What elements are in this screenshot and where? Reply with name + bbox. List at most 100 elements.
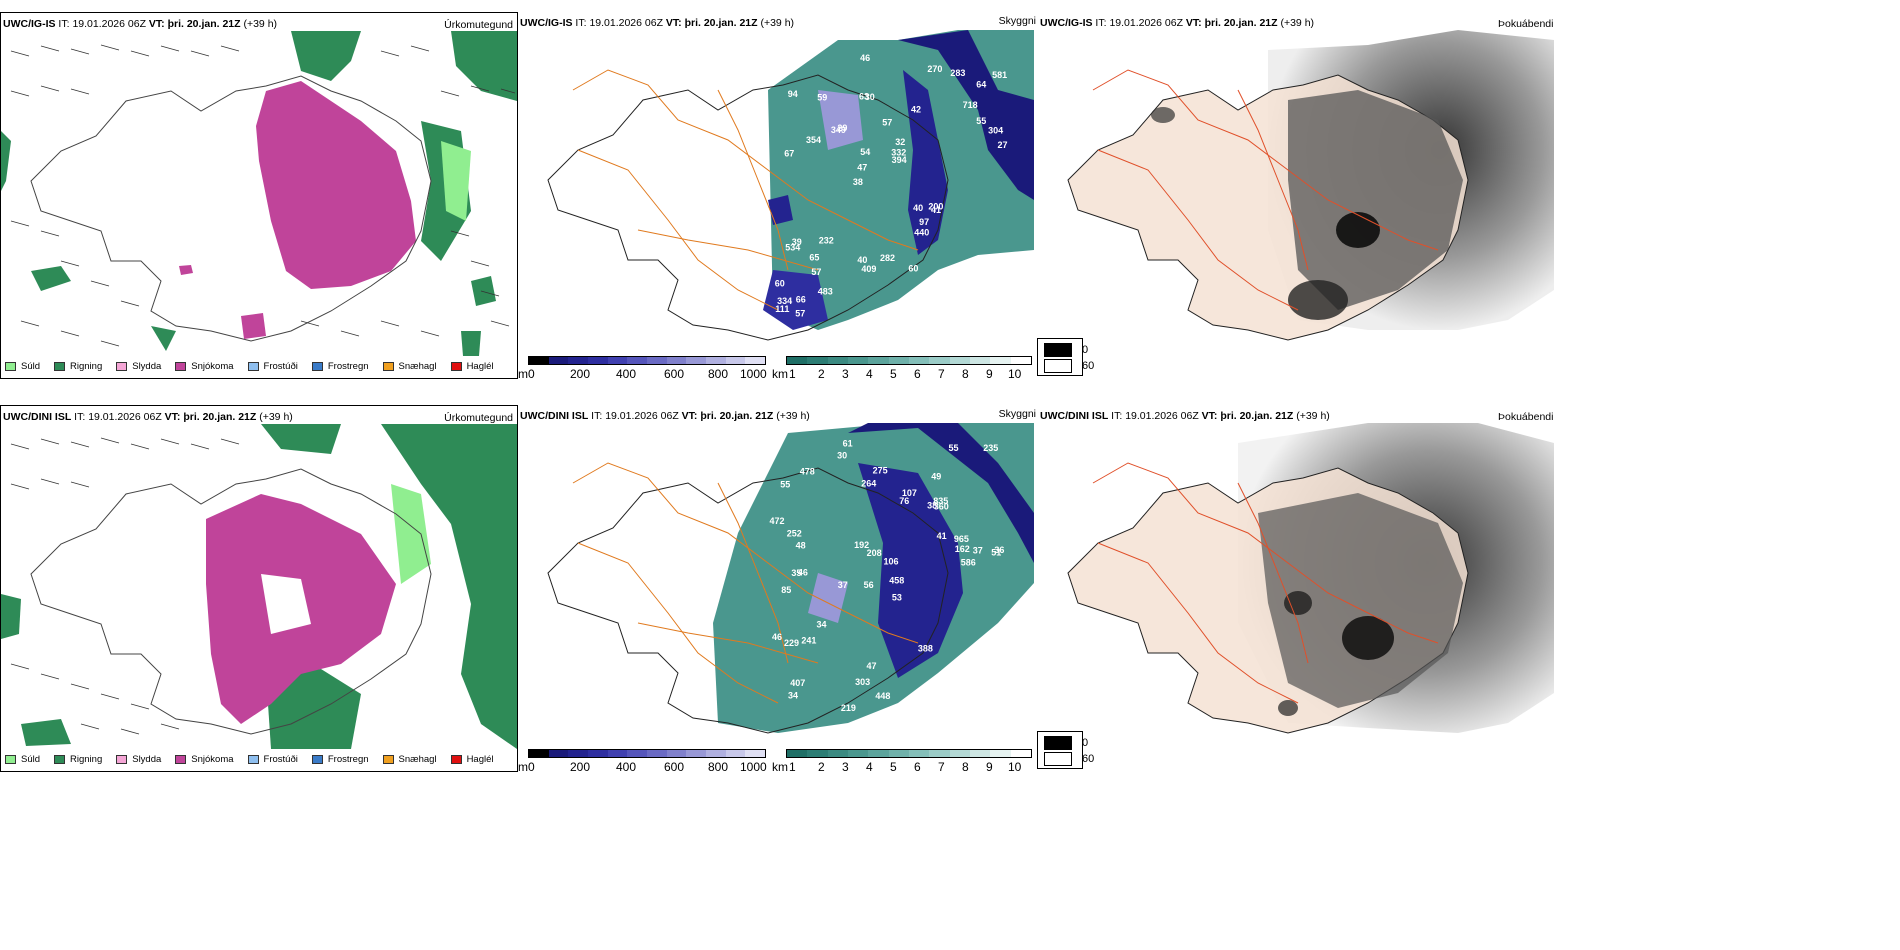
fog-panel-row1: UWC/IG-IS IT: 19.01.2026 06Z VT: þri. 20… <box>1038 12 1900 392</box>
cloud-height-label: 54 <box>860 147 870 157</box>
cloud-height-label: 40 <box>913 203 923 213</box>
cloud-height-label: 581 <box>992 70 1007 80</box>
visibility-tick: 8 <box>962 367 969 381</box>
cloud-height-label: 282 <box>880 253 895 263</box>
visibility-unit: km <box>772 760 788 774</box>
cloud-height-label: 275 <box>873 466 888 476</box>
panel-header: UWC/DINI ISL IT: 19.01.2026 06Z VT: þri.… <box>3 411 293 423</box>
cloud-height-label: 94 <box>788 89 798 99</box>
cloud-height-label: 35 <box>791 568 801 578</box>
cloud-height-label: 67 <box>784 148 794 158</box>
visibility-tick: 7 <box>938 760 945 774</box>
cloud-height-label: 85 <box>781 585 791 595</box>
cloud-height-label: 718 <box>963 100 978 110</box>
cloud-height-label: 60 <box>775 279 785 289</box>
wind-barbs <box>10 44 516 347</box>
cloud-height-label: 48 <box>796 540 806 550</box>
cloud-height-label: 65 <box>809 253 819 263</box>
precip-map <box>1 31 517 356</box>
cloud-height-label: 107 <box>902 488 917 498</box>
cloud-height-label: 92 <box>901 702 911 712</box>
panel-header: UWC/IG-IS IT: 19.01.2026 06Z VT: þri. 20… <box>3 18 278 30</box>
visibility-tick: 5 <box>890 760 897 774</box>
cloud-height-label: 53 <box>892 592 902 602</box>
visibility-tick: 4 <box>866 760 873 774</box>
ceiling-tick: 200 <box>570 367 591 381</box>
legend-item-frostudi: Frostúði <box>247 754 298 765</box>
visibility-colorbar: km 1 2 3 4 5 6 7 8 9 10 <box>772 749 1034 779</box>
cloud-map: 115 67 64 38 42 66 63 57 39 29 60 57 30 32 41 94 46 27 40 5… <box>547 30 1034 341</box>
cloud-height-label: 30 <box>865 92 875 102</box>
cloud-height-label: 29 <box>837 123 847 133</box>
cloud-title: Skyggni <box>998 15 1036 27</box>
ceiling-tick: 600 <box>664 760 685 774</box>
cloud-height-label: 56 <box>864 580 874 590</box>
cloud-height-label: 57 <box>882 118 892 128</box>
visibility-tick: 7 <box>938 367 945 381</box>
legend-item-rigning: Rigning <box>54 754 102 765</box>
cloud-height-label: 55 <box>780 479 790 489</box>
panel-header: UWC/DINI ISL IT: 19.01.2026 06Z VT: þri.… <box>1040 410 1330 422</box>
cloud-height-label: 36 <box>994 545 1004 555</box>
cloud-height-label: 835 <box>933 496 948 506</box>
cloud-height-label: 304 <box>988 126 1003 136</box>
ceiling-tick: 200 <box>570 760 591 774</box>
cloud-height-label: 183 <box>917 695 932 705</box>
cloud-height-label: 34 <box>788 690 798 700</box>
ceiling-tick: 1000 <box>740 760 767 774</box>
ceiling-colorbar-bar <box>528 356 766 365</box>
cloud-height-label: 106 <box>884 557 899 567</box>
cloud-height-label: 270 <box>927 64 942 74</box>
panel-header: UWC/DINI ISL IT: 19.01.2026 06Z VT: þri.… <box>520 410 810 422</box>
visibility-colorbar-bar <box>786 749 1032 758</box>
fog-map <box>1067 30 1554 341</box>
cloud-height-label: 57 <box>811 267 821 277</box>
cloud-height-label: 59 <box>817 92 827 102</box>
cloud-height-label: 472 <box>770 516 785 526</box>
visibility-tick: 1 <box>789 367 796 381</box>
ceiling-colorbar-bar <box>528 749 766 758</box>
cloud-height-label: 49 <box>931 472 941 482</box>
legend-item-frostregn: Frostregn <box>311 754 369 765</box>
cloud-height-label: 965 <box>954 534 969 544</box>
cloud-height-label: 534 <box>785 243 800 253</box>
cloud-height-label: 200 <box>928 201 943 211</box>
cloud-height-label: 440 <box>914 228 929 238</box>
cloud-height-label: 303 <box>855 677 870 687</box>
cloud-height-label: 57 <box>795 309 805 319</box>
cloud-height-label: 60 <box>908 263 918 273</box>
visibility-tick: 1 <box>789 760 796 774</box>
visibility-tick: 9 <box>986 367 993 381</box>
cloud-height-label: 37 <box>973 546 983 556</box>
cloud-height-label: 63 <box>859 91 869 101</box>
ceiling-tick: 600 <box>664 367 685 381</box>
legend-item-sudl: Súld <box>5 361 40 372</box>
visibility-tick: 3 <box>842 367 849 381</box>
cloud-height-label: 39 <box>792 237 802 247</box>
ceiling-tick: 1000 <box>740 367 767 381</box>
cloud-height-label: 232 <box>819 236 834 246</box>
ceiling-tick: 0 <box>528 760 535 774</box>
cloud-height-label: 407 <box>790 678 805 688</box>
cloud-height-label: 229 <box>784 638 799 648</box>
cloud-height-label: 41 <box>937 531 947 541</box>
cloud-height-label: 241 <box>801 636 816 646</box>
road-network <box>1092 69 1439 311</box>
cloud-height-label: 37 <box>838 580 848 590</box>
cloud-height-label: 97 <box>919 217 929 227</box>
cloud-height-label: 47 <box>857 162 867 172</box>
precip-legend: Súld Rigning Slydda Snjókoma Frostúði Fr… <box>5 361 494 372</box>
cloud-panel-row1: UWC/IG-IS IT: 19.01.2026 06Z VT: þri. 20… <box>518 12 1038 392</box>
precip-title: Úrkomutegund <box>444 412 513 424</box>
cloud-height-label: 76 <box>899 496 909 506</box>
cloud-height-label: 192 <box>854 540 869 550</box>
precip-panel-row2: UWC/DINI ISL IT: 19.01.2026 06Z VT: þri.… <box>0 405 518 772</box>
cloud-height-label: 254 <box>957 663 972 673</box>
visibility-tick: 10 <box>1008 367 1022 381</box>
panel-header: UWC/IG-IS IT: 19.01.2026 06Z VT: þri. 20… <box>1040 17 1315 29</box>
visibility-colorbar: km 1 2 3 4 5 6 7 8 9 10 <box>772 356 1034 386</box>
cloud-height-label: 51 <box>991 548 1001 558</box>
cloud-height-label: 115 <box>973 290 988 300</box>
ceiling-tick: 400 <box>616 760 637 774</box>
